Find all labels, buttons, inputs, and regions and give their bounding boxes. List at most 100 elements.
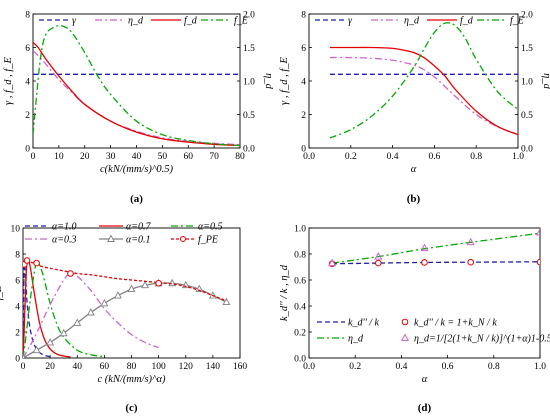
- data-point: [23, 257, 31, 264]
- legend-item: k_d'' / k = 1+k_N / k: [401, 318, 497, 329]
- legend: α=1.0 α=0.7 α=0.5 α=0.3 α=0.1 f_PE: [25, 222, 223, 246]
- data-point: [375, 259, 382, 267]
- y-right-tick-label: 0.5: [243, 111, 255, 121]
- panel-a: 0 10 20 30 40 50 60 70 80 0 2 4 6 8 0.0 0.5 1.0 1.5 2.0 c(k…: [3, 11, 274, 206]
- series-line: [26, 258, 227, 302]
- y-tick-label: 0: [15, 355, 20, 365]
- y-tick-label: 2: [301, 111, 306, 121]
- legend-label: α=0.7: [126, 222, 151, 233]
- series-line: [332, 261, 540, 265]
- data-point: [141, 280, 150, 289]
- series-f_d: [33, 41, 240, 147]
- series-α=1.0: [23, 263, 51, 358]
- y-axis-label: f_E: [0, 285, 4, 300]
- data-point: [23, 353, 26, 358]
- series-f_E: [33, 24, 240, 147]
- y-tick-label: 10: [11, 225, 21, 235]
- series-k_d'' / k: [332, 261, 540, 265]
- series-line: [33, 41, 240, 147]
- legend-item: η_d: [317, 334, 364, 345]
- legend-item: f_E: [477, 16, 524, 27]
- x-tick-label: 0: [21, 362, 26, 372]
- data-point: [155, 279, 162, 287]
- x-axis-label: α: [411, 164, 417, 175]
- series-f_PE: [26, 258, 227, 302]
- legend-label: f_E: [510, 16, 524, 27]
- y-tick-label: 8: [25, 11, 30, 21]
- legend-label: α=1.0: [52, 222, 77, 233]
- data-point: [467, 258, 475, 266]
- data-point: [86, 308, 95, 316]
- plot-frame: [308, 13, 519, 149]
- plot-frame: [308, 227, 541, 359]
- data-point: [73, 318, 82, 326]
- y-axis-label: k_d'' / k , η_d: [279, 264, 290, 321]
- x-tick-label: 140: [206, 362, 221, 372]
- legend-label: f_E: [234, 16, 248, 27]
- y-tick-label: 0.0: [294, 355, 306, 365]
- y-tick-label: 0.2: [294, 329, 306, 339]
- x-tick-label: 0.8: [470, 152, 482, 162]
- legend-label: γ: [72, 16, 77, 27]
- data-point: [33, 259, 40, 267]
- legend-swatch-marker: [180, 236, 186, 242]
- series-line: [329, 46, 518, 136]
- series-η_d=1/[2(1+k_N / k)]^(1+α)1-0.5α: [328, 228, 540, 267]
- y-right-tick-label: 0.0: [243, 145, 255, 155]
- panel-caption: (a): [130, 193, 143, 205]
- panel-d: 0.0 0.2 0.4 0.6 0.8 1.0 0.0 0.2 0.4 0.6 0.8 1.0 α k_d…: [279, 225, 550, 415]
- y-tick-label: 8: [301, 11, 306, 21]
- data-point: [536, 258, 540, 266]
- x-axis-label: c (kN/(mm/s)^α): [98, 374, 166, 385]
- x-tick-label: 10: [54, 152, 64, 162]
- legend-label: k_d'' / k: [348, 318, 379, 329]
- legend-label: k_d'' / k = 1+k_N / k: [414, 318, 497, 329]
- series-η_d: [329, 56, 518, 136]
- y-right-tick-label: 2.0: [521, 11, 533, 21]
- legend-item: α=1.0: [25, 222, 77, 233]
- x-tick-label: 50: [158, 152, 168, 162]
- y-tick-label: 0.4: [294, 303, 306, 313]
- y-tick-label: 4: [15, 303, 20, 313]
- y-tick-label: 0.8: [294, 251, 306, 261]
- data-point: [222, 297, 231, 306]
- y-tick-label: 4: [301, 78, 306, 88]
- legend-label: f_d: [184, 16, 198, 27]
- legend-swatch: [401, 318, 409, 326]
- y-tick-label: 0.6: [294, 277, 306, 287]
- legend-item: f_E: [201, 16, 248, 27]
- legend-label: α=0.3: [52, 235, 77, 246]
- y-tick-label: 0: [25, 145, 30, 155]
- x-tick-label: 160: [233, 362, 248, 372]
- data-point: [127, 284, 136, 293]
- panel-b: 0.0 0.2 0.4 0.6 0.8 1.0 0 2 4 6 8 0.0 0.5 1.0 1.5 2.0 α γ…: [279, 11, 550, 206]
- legend-item: f_d: [427, 16, 474, 27]
- plot-area: [33, 24, 240, 147]
- x-tick-label: 0.2: [349, 362, 361, 372]
- legend-item: k_d'' / k: [317, 318, 379, 329]
- x-tick-label: 0.0: [303, 152, 315, 162]
- legend-item: α=0.1: [99, 235, 151, 246]
- y-tick-label: 1.0: [294, 225, 306, 235]
- series-line: [23, 282, 227, 358]
- legend-item: α=0.5: [171, 222, 223, 233]
- series-f_E: [329, 22, 518, 139]
- x-tick-label: 0.4: [387, 152, 399, 162]
- y-tick-label: 6: [25, 44, 30, 54]
- y-right-axis-label: η_d: [541, 73, 550, 89]
- y-right-tick-label: 0.0: [521, 145, 533, 155]
- legend-item: η_d: [95, 16, 144, 27]
- legend: γ η_d f_d f_E: [315, 16, 524, 27]
- data-point: [466, 237, 475, 246]
- plot-area: [23, 257, 231, 358]
- legend-label: α=0.1: [126, 235, 151, 246]
- panel-c: 0 20 40 60 80 100 120 140 160 0 2 4 6 8 10 c (kN/(mm/s)…: [0, 222, 247, 415]
- plot-area: [328, 228, 540, 268]
- plot-frame: [32, 13, 241, 149]
- x-tick-label: 1.0: [512, 152, 524, 162]
- legend-swatch: [400, 333, 410, 341]
- y-right-tick-label: 2.0: [243, 11, 255, 21]
- y-tick-label: 2: [25, 111, 30, 121]
- series-α=0.1: [23, 278, 231, 358]
